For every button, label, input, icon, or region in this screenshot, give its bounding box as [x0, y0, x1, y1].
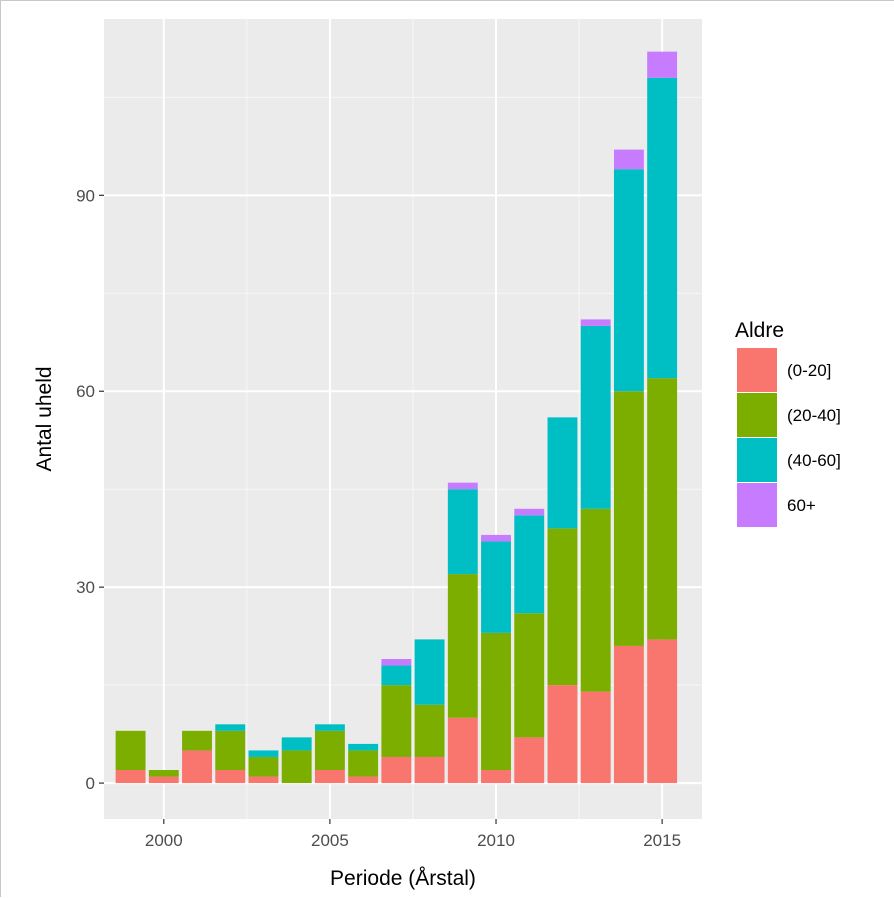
x-tick-label: 2010	[477, 831, 515, 850]
bar-segment	[580, 508, 611, 692]
bar-segment	[547, 528, 578, 686]
bar-segment	[514, 613, 545, 738]
bar-segment	[647, 639, 678, 784]
y-axis-title: Antal uheld	[33, 366, 56, 471]
bar-segment	[481, 534, 511, 542]
bar-segment	[381, 756, 412, 784]
x-tick-label: 2005	[311, 831, 349, 850]
legend-label: (0-20]	[787, 361, 831, 380]
y-tick-label: 30	[76, 578, 95, 597]
legend-title: Aldre	[735, 319, 784, 342]
y-tick-label: 90	[76, 186, 95, 205]
bar-segment	[481, 541, 511, 633]
bar-segment	[514, 508, 545, 516]
bar-segment	[248, 750, 279, 757]
bar-segment	[182, 730, 212, 751]
legend-label: 60+	[787, 496, 816, 515]
bar-segment	[314, 770, 345, 784]
x-axis-title: Periode (Årstal)	[330, 867, 476, 890]
legend-label: (40-60]	[787, 451, 841, 470]
bar-segment	[447, 489, 478, 575]
bar-segment	[447, 717, 478, 784]
bar-segment	[613, 391, 644, 646]
bar-segment	[647, 378, 678, 640]
legend-key	[737, 483, 777, 527]
bar-segment	[481, 770, 511, 784]
bar-segment	[348, 743, 379, 751]
bar-segment	[647, 51, 678, 78]
bar-segment	[215, 730, 246, 771]
bar-segment	[580, 691, 611, 784]
legend-label: (20-40]	[787, 406, 841, 425]
bar-segment	[348, 750, 379, 777]
bar-segment	[514, 515, 545, 614]
x-tick-label: 2000	[145, 831, 183, 850]
bar-segment	[414, 639, 445, 705]
bar-segment	[148, 770, 179, 777]
bar-segment	[381, 665, 412, 686]
bar-segment	[148, 776, 179, 784]
bar-segment	[215, 770, 246, 784]
bar-segment	[447, 482, 478, 490]
bar-segment	[248, 776, 279, 784]
bar-segment	[613, 645, 644, 784]
bar-segment	[314, 730, 345, 771]
bar-segment	[547, 417, 578, 529]
legend-key	[737, 393, 777, 437]
legend: Aldre (0-20] (20-40] (40-60] 60+	[735, 319, 841, 527]
bar-segment	[414, 704, 445, 757]
bar-segment	[514, 737, 545, 784]
bar-segment	[481, 632, 511, 771]
y-axis: 0 30 60 90	[76, 186, 104, 793]
bar-segment	[182, 750, 212, 784]
legend-key	[737, 438, 777, 482]
bar-segment	[613, 149, 644, 170]
bar-segment	[580, 319, 611, 326]
bar-segment	[281, 750, 312, 784]
bar-segment	[381, 685, 412, 757]
bar-segment	[215, 724, 246, 731]
bar-segment	[115, 770, 146, 784]
bars	[115, 51, 678, 784]
bar-segment	[348, 776, 379, 784]
legend-key	[737, 348, 777, 392]
bar-segment	[547, 685, 578, 784]
x-axis: 2000 2005 2010 2015	[145, 819, 681, 850]
y-tick-label: 60	[76, 382, 95, 401]
y-tick-label: 0	[86, 774, 95, 793]
bar-segment	[647, 77, 678, 379]
bar-segment	[613, 169, 644, 392]
x-tick-label: 2015	[643, 831, 681, 850]
grid-minor	[104, 19, 702, 819]
bar-segment	[248, 756, 279, 777]
bar-segment	[314, 724, 345, 731]
bar-segment	[580, 325, 611, 509]
bar-segment	[447, 574, 478, 718]
bar-segment	[381, 659, 412, 666]
bar-segment	[115, 730, 146, 771]
bar-segment	[414, 756, 445, 784]
bar-segment	[281, 737, 312, 751]
